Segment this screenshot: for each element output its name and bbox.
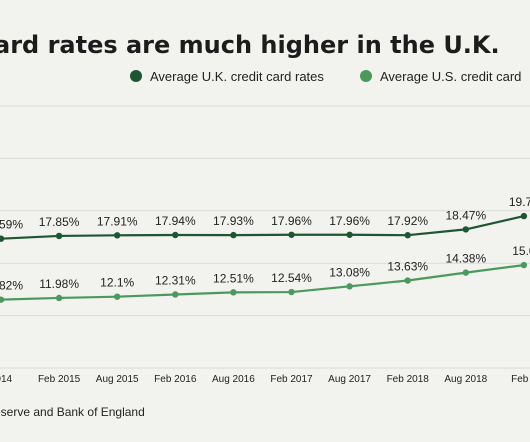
data-label: 14.38%: [445, 252, 486, 266]
legend-label-uk: Average U.K. credit card rates: [150, 69, 324, 84]
data-labels: 59% 17.85% 17.91% 17.94% 17.93% 17.96% 17.96% 1…: [0, 195, 530, 293]
data-label: 18.47%: [445, 208, 486, 222]
data-point: [462, 226, 469, 233]
data-label: 59%: [0, 218, 23, 232]
data-point: [346, 231, 353, 238]
data-point: [55, 294, 63, 302]
data-point: [230, 231, 237, 239]
x-tick-label: Feb 2017: [270, 374, 313, 385]
x-tick-label: Aug 2017: [328, 374, 371, 385]
data-label: 12.54%: [271, 271, 312, 285]
data-label: 82%: [0, 279, 23, 293]
data-label: 17.85%: [39, 215, 80, 229]
data-label: 17.92%: [387, 214, 428, 228]
x-axis-ticks: 2014 Feb 2015 Aug 2015 Feb 2016 Aug 2016 Feb …: [0, 374, 530, 385]
data-label: 13.63%: [387, 260, 428, 274]
data-label: 12.51%: [213, 271, 254, 285]
series-line-us: [0, 264, 525, 301]
data-label: 17.96%: [329, 214, 370, 228]
data-point: [404, 232, 411, 239]
x-tick-label: Aug 2018: [444, 374, 487, 385]
legend-marker-us: [360, 70, 372, 82]
data-point: [346, 283, 353, 290]
data-label: 17.91%: [97, 214, 138, 228]
series-line-uk: [0, 215, 525, 240]
grid: [0, 105, 530, 369]
data-point: [55, 232, 63, 240]
legend-marker-uk: [130, 70, 142, 82]
data-label: 13.08%: [329, 265, 370, 279]
data-point: [462, 269, 469, 276]
data-point: [172, 231, 179, 239]
data-point: [404, 277, 411, 284]
legend-label-us: Average U.S. credit card: [380, 69, 521, 84]
data-point: [114, 232, 121, 239]
legend: Average U.K. credit card rates Average U…: [130, 69, 521, 84]
data-label: 17.94%: [155, 214, 196, 228]
data-point: [0, 296, 5, 303]
source-note: eserve and Bank of England: [0, 405, 145, 419]
chart-title: ard rates are much higher in the U.K.: [0, 31, 500, 59]
data-point: [288, 288, 295, 296]
data-label: 15.0: [512, 244, 530, 258]
x-tick-label: Feb 2: [511, 374, 530, 385]
data-point: [114, 293, 121, 300]
data-point: [288, 231, 295, 238]
x-tick-label: Aug 2016: [212, 374, 255, 385]
data-point: [172, 291, 179, 298]
data-label: 17.93%: [213, 214, 254, 228]
data-label: 11.98%: [39, 277, 79, 291]
x-tick-label: Aug 2015: [96, 374, 139, 385]
series: [0, 212, 528, 303]
data-point: [520, 261, 528, 269]
data-label: 12.31%: [155, 273, 196, 287]
data-label: 12.1%: [100, 276, 134, 290]
x-tick-label: Feb 2016: [154, 374, 197, 385]
data-label: 17.96%: [271, 214, 312, 228]
data-label: 19.73: [509, 195, 530, 209]
data-point: [230, 289, 237, 296]
x-tick-label: Feb 2015: [38, 374, 81, 385]
data-point: [520, 212, 528, 220]
data-point: [0, 235, 5, 242]
x-tick-label: 2014: [0, 374, 13, 385]
x-tick-label: Feb 2018: [387, 374, 430, 385]
